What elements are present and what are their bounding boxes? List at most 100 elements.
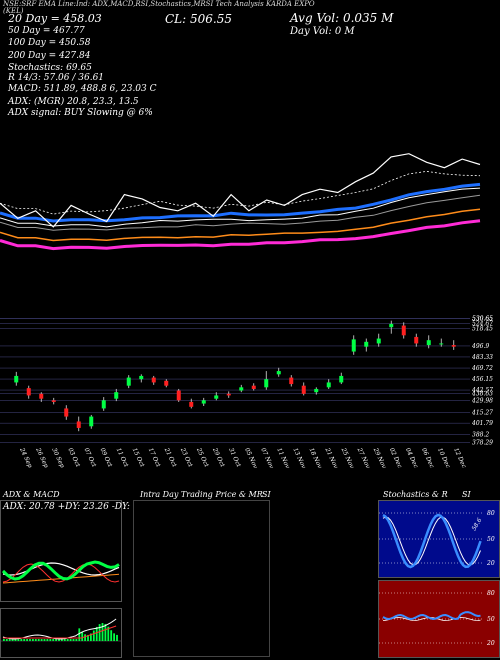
ema-gray-line [0,194,481,231]
sma50-label: 50 Day = 467.77 [8,26,85,36]
intra-day-panel [133,500,270,657]
rsi-tick-label: 80 [487,590,495,597]
candle-body [401,325,406,336]
candle-body [76,421,81,428]
x-tick-label: 10 Dec [436,447,452,470]
y-tick-label: 438.63 [471,390,493,397]
stochastics-plot: 80 50 20 58.6 [379,510,495,569]
day-vol-label: Day Vol: 0 M [290,26,355,37]
y-tick-label: 530.65 [472,316,493,323]
macd-histogram-bar [98,624,101,641]
stoch-d-line [382,516,481,566]
x-tick-label: 18 Nov [308,447,324,470]
intra-day-si: SI [262,490,271,499]
macd-histogram-bar [95,626,98,641]
macd-label: MACD: 511.89, 488.8 6, 23.03 C [8,84,157,94]
candle-body [326,382,331,388]
macd-histogram-bar [29,639,31,641]
candlestick-chart: 530.65530.65524.67518.45496.9483.33469.7… [0,316,493,445]
candle-body [126,377,131,386]
macd-histogram-bar [107,626,110,641]
macd-histogram-bar [90,633,92,641]
candle-body [39,393,44,399]
candle-body [114,392,119,399]
y-tick-label: 530.65 [472,316,493,323]
adx-label: ADX: (MGR) 20.8, 23.3, 13.5 [8,97,139,107]
x-tick-label: 29 Oct [211,446,227,469]
candle-body [451,345,456,347]
adx-panel: ADX: 20.78 +DY: 23.26 -DY: 13.26 [0,500,159,602]
candle-body [26,388,31,396]
candle-body [339,375,344,383]
candle-body [264,379,269,388]
stoch-tick-label: 20 [486,560,495,567]
macd-histogram-bar [40,639,43,641]
stoch-tick-label: 50 [487,536,495,543]
candle-body [251,385,256,389]
macd-histogram-bar [63,639,66,641]
macd-histogram-bar [34,639,37,641]
x-tick-label: 17 Oct [147,447,162,469]
x-tick-label: 02 Dec [388,447,404,470]
stoch-k-line [382,513,482,569]
x-tick-label: 31 Oct [227,447,242,469]
x-tick-label: 27 Nov [355,446,371,470]
macd-histogram-bar [11,639,14,641]
macd-histogram-bar [52,639,55,641]
macd-histogram-bar [55,639,57,641]
macd-histogram-bar [75,639,78,641]
rsi-label: R 14/3: 57.06 / 36.61 [8,73,105,83]
candle-body [226,393,231,396]
macd-histogram-bar [81,631,84,641]
y-tick-label: 442.57 [471,387,493,394]
x-tick-label: 13 Nov [291,447,307,470]
candle-body [314,388,319,393]
macd-plot [1,618,121,642]
x-tick-label: 29 Nov [371,446,387,470]
ema-dotted-line [0,170,481,215]
x-tick-label: 07 Nov [259,447,275,470]
stoch-title: Stochastics & R [383,490,448,499]
stoch-si: SI [462,490,471,499]
macd-histogram-bar [26,639,28,641]
macd-histogram-bar [37,639,40,641]
adx-green-line [1,560,120,581]
candle-body [89,416,94,427]
macd-histogram-bar [84,634,86,641]
candle-body [414,336,419,344]
macd-histogram-bar [8,639,11,641]
macd-histogram-bar [104,623,107,641]
macd-histogram-bar [87,634,89,641]
x-tick-label: 12 Dec [452,447,468,470]
macd-histogram-bar [78,628,81,641]
adx-plot [1,560,120,584]
macd-panel [0,608,122,658]
header-top-left-label: (KEL) [3,7,24,15]
x-tick-label: 24 Sep [18,446,34,469]
candle-body [64,408,69,417]
candle-body [289,377,294,385]
macd-histogram-bar [5,639,8,641]
x-tick-label: 25 Oct [195,446,211,469]
y-tick-label: 388.2 [472,431,489,438]
sma100-label: 100 Day = 450.58 [8,38,91,48]
price-ema-chart [0,153,481,251]
y-tick-label: 401.79 [471,420,493,427]
candle-body [426,340,431,346]
macd-histogram-bar [32,639,34,641]
macd-histogram-bar [14,639,17,641]
y-tick-label: 415.27 [471,409,493,416]
macd-histogram-bar [72,639,75,641]
candle-body [101,400,106,409]
macd-histogram-bar [49,639,52,641]
macd-histogram-bar [23,639,26,641]
candle-body [439,343,444,345]
sma200-label: 200 Day = 427.84 [8,51,91,61]
price-line [0,153,481,228]
candle-body [364,341,369,347]
macd-histogram-bar [20,639,23,641]
y-tick-label: 469.72 [471,365,493,372]
candle-body [239,387,244,391]
macd-histogram-bar [58,639,60,641]
x-tick-label: 26 Sep [34,446,50,469]
